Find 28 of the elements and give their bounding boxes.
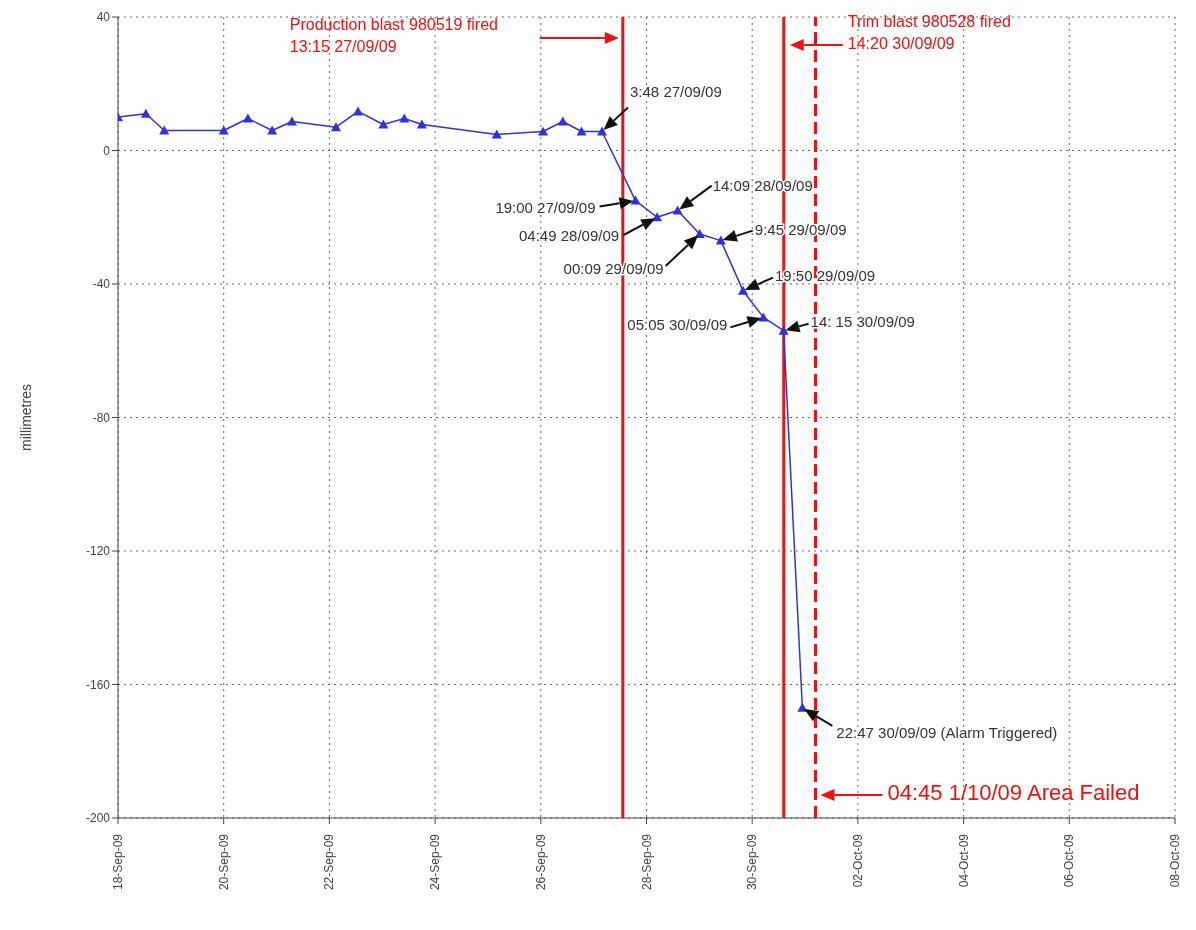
x-tick-label: 04-Oct-09 xyxy=(956,833,971,888)
x-tick-label: 02-Oct-09 xyxy=(850,833,865,888)
ref-line-label: Production blast 980519 fired 13:15 27/09/09 xyxy=(289,16,498,55)
x-tick-label: 28-Sep-09 xyxy=(639,833,654,891)
x-tick-label: 06-Oct-09 xyxy=(1062,833,1077,888)
y-tick-label: -80 xyxy=(92,410,111,425)
y-tick-label: -160 xyxy=(85,677,111,692)
x-tick-label: 22-Sep-09 xyxy=(322,833,337,891)
y-tick-label: -120 xyxy=(85,544,111,559)
x-tick-label: 30-Sep-09 xyxy=(745,833,760,891)
y-tick-label: -40 xyxy=(92,277,111,292)
y-tick-label: 40 xyxy=(96,10,111,25)
annotation: 14: 15 30/09/09 xyxy=(810,312,915,330)
x-tick-label: 26-Sep-09 xyxy=(533,833,548,891)
x-tick-label: 08-Oct-09 xyxy=(1168,833,1182,888)
annotation: 04:49 28/09/09 xyxy=(519,227,620,245)
ref-line-label: 04:45 1/10/09 Area Failed xyxy=(887,780,1140,805)
y-axis-title: millimetres xyxy=(17,384,34,451)
annotation: 3:48 27/09/09 xyxy=(630,83,722,101)
annotation: 22:47 30/09/09 (Alarm Triggered) xyxy=(836,723,1058,741)
annotation: 05:05 30/09/09 xyxy=(627,316,728,334)
y-tick-label: 0 xyxy=(103,143,111,158)
x-tick-label: 18-Sep-09 xyxy=(111,833,125,891)
ref-line-label: Trim blast 980528 fired 14:20 30/09/09 xyxy=(847,13,1011,52)
x-tick-label: 24-Sep-09 xyxy=(428,833,443,891)
y-tick-label: -200 xyxy=(85,811,111,826)
x-tick-label: 20-Sep-09 xyxy=(216,833,231,891)
annotation: 19:00 27/09/09 xyxy=(495,198,596,216)
